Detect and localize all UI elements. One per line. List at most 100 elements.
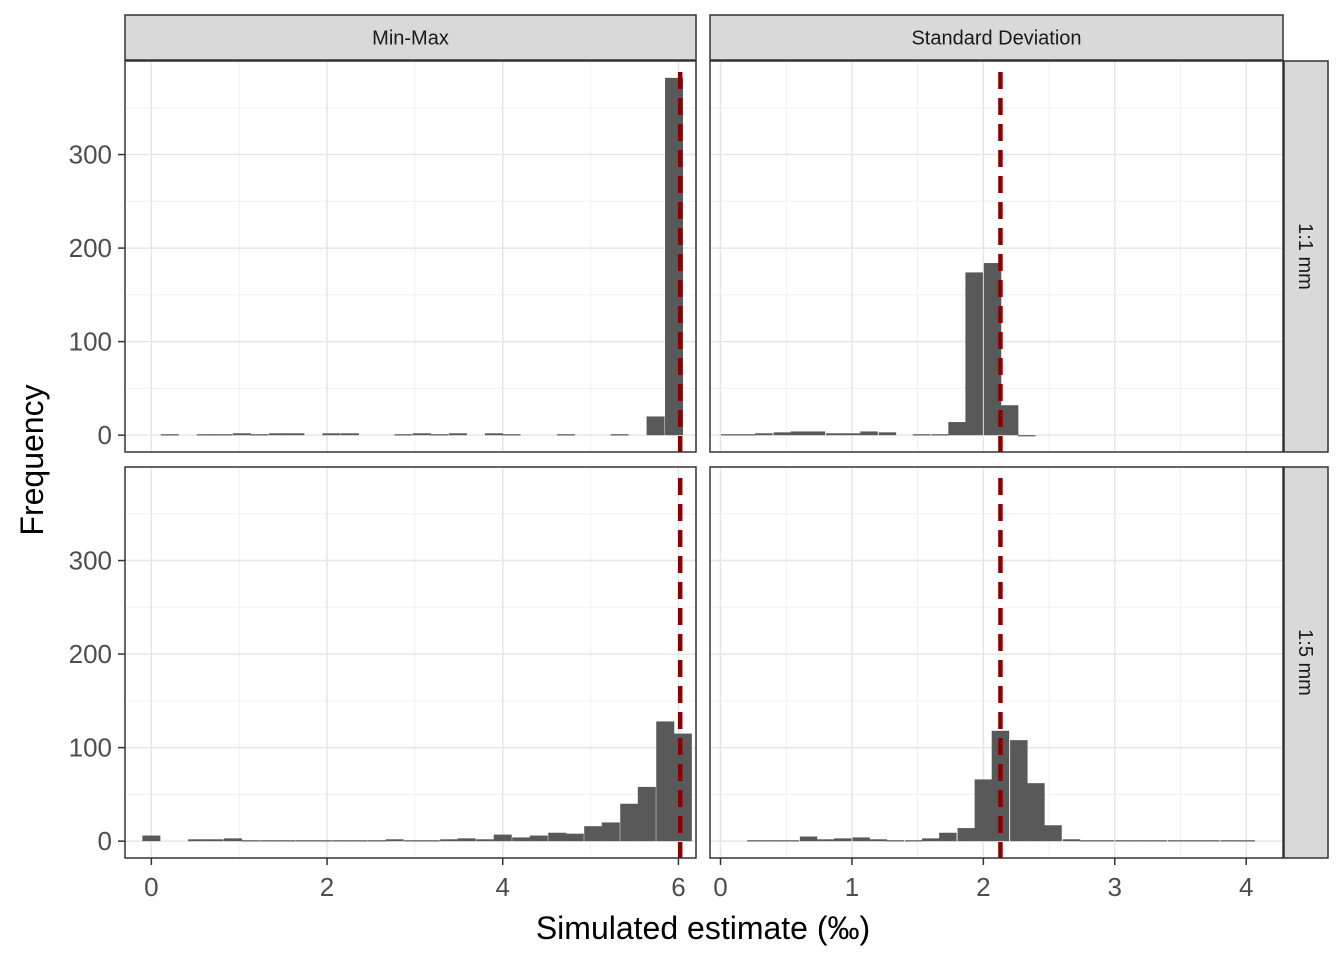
- x-tick-label: 2: [320, 872, 334, 902]
- y-tick-label: 200: [69, 233, 112, 263]
- y-tick-label: 100: [69, 327, 112, 357]
- histogram-bar: [296, 840, 315, 842]
- histogram-bar: [948, 422, 966, 436]
- histogram-bar: [1201, 840, 1220, 842]
- x-tick-label: 4: [1239, 872, 1253, 902]
- histogram-bar: [790, 431, 809, 436]
- histogram-bar: [268, 433, 287, 436]
- row-strip: [1283, 60, 1329, 453]
- histogram-bar: [1184, 840, 1203, 842]
- panel-frame: [124, 466, 697, 859]
- panel-background: [125, 467, 696, 858]
- histogram-bar: [852, 837, 870, 842]
- histogram-bar: [349, 840, 368, 842]
- histogram-bar: [673, 733, 692, 842]
- y-tick-label: 0: [98, 826, 112, 856]
- histogram-bar: [313, 840, 332, 842]
- panel-background: [125, 61, 696, 452]
- histogram-bar: [799, 836, 818, 842]
- histogram-bar: [404, 840, 423, 842]
- histogram-bar: [1010, 740, 1028, 842]
- histogram-bar: [250, 434, 269, 436]
- histogram-bar: [1237, 840, 1255, 842]
- histogram-bar: [1062, 839, 1081, 842]
- histogram-bar: [773, 432, 792, 436]
- histogram-bar: [1079, 840, 1098, 842]
- histogram-bar: [1027, 783, 1045, 842]
- histogram-bar: [860, 431, 878, 436]
- x-tick-label: 3: [1108, 872, 1122, 902]
- histogram-bar: [807, 431, 826, 436]
- histogram-bar: [368, 840, 387, 842]
- x-tick-label: 1: [845, 872, 859, 902]
- histogram-bar: [205, 839, 224, 842]
- histogram-bar: [833, 838, 852, 842]
- histogram-bar: [738, 434, 756, 436]
- column-strip: [124, 14, 697, 61]
- bar-layer: [142, 77, 1255, 842]
- column-strip-label: Standard Deviation: [911, 28, 1081, 50]
- y-tick-label: 0: [98, 420, 112, 450]
- histogram-bar: [440, 839, 459, 842]
- histogram-bar: [448, 433, 467, 436]
- histogram-bar: [939, 832, 957, 842]
- histogram-bar: [529, 835, 548, 842]
- histogram-bar: [601, 822, 620, 842]
- row-strip: [1283, 466, 1329, 859]
- histogram-bar: [322, 433, 341, 436]
- histogram-bar: [912, 434, 931, 436]
- grid-layer: [125, 61, 1283, 858]
- histogram-bar: [991, 730, 1010, 842]
- histogram-bar: [430, 434, 449, 436]
- x-tick-label: 2: [976, 872, 990, 902]
- histogram-bar: [656, 721, 675, 842]
- row-strip-label: 1:1 mm: [1294, 223, 1316, 290]
- histogram-bar: [421, 840, 440, 842]
- histogram-bar: [457, 838, 476, 842]
- histogram-bar: [904, 840, 923, 842]
- histogram-bar: [957, 828, 976, 842]
- histogram-bar: [764, 840, 782, 842]
- histogram-bar: [1149, 840, 1167, 842]
- histogram-bar: [214, 434, 233, 436]
- histogram-bar: [241, 840, 260, 842]
- histogram-bar: [1000, 405, 1019, 436]
- histogram-bar: [484, 433, 503, 436]
- histogram-bar: [232, 433, 251, 436]
- histogram-bar: [922, 838, 940, 842]
- column-strip-label: Min-Max: [372, 28, 449, 50]
- histogram-bar: [196, 434, 215, 436]
- y-tick-label: 100: [69, 733, 112, 763]
- panel-frames: [124, 60, 1284, 859]
- histogram-bar: [826, 433, 844, 436]
- histogram-bar: [843, 433, 861, 436]
- histogram-bar: [584, 826, 603, 842]
- histogram-bar: [332, 840, 351, 842]
- row-strip-label: 1:5 mm: [1294, 629, 1316, 696]
- histogram-bar: [565, 833, 584, 842]
- histogram-bar: [160, 434, 179, 436]
- histogram-bar: [931, 434, 949, 436]
- histogram-bar: [188, 839, 207, 842]
- histogram-bar: [983, 263, 1002, 436]
- histogram-bar: [869, 839, 887, 842]
- histogram-bar: [512, 837, 531, 842]
- column-strip: [709, 14, 1284, 61]
- y-axis-title: Frequency: [14, 384, 50, 535]
- histogram-bar: [340, 433, 359, 436]
- histogram-bar: [974, 779, 993, 842]
- x-tick-label: 0: [144, 872, 158, 902]
- x-tick-label: 6: [671, 872, 685, 902]
- histogram-bar: [816, 839, 835, 842]
- histogram-bar: [747, 840, 765, 842]
- histogram-bar: [637, 786, 656, 842]
- x-axis-title: Simulated estimate (‰): [536, 910, 870, 946]
- histogram-bar: [610, 434, 629, 436]
- histogram-bar: [965, 272, 983, 436]
- histogram-bar: [142, 835, 161, 842]
- histogram-bar: [646, 416, 665, 436]
- histogram-bar: [878, 432, 897, 436]
- histogram-bar: [277, 840, 296, 842]
